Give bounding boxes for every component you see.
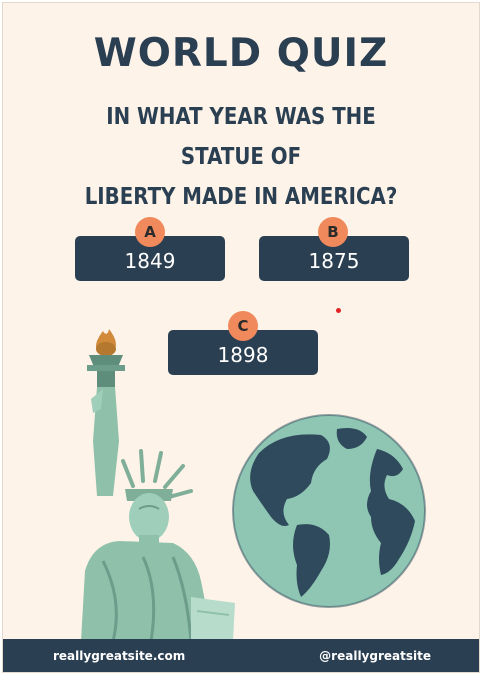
question-line-2: LIBERTY MADE IN AMERICA?: [84, 184, 398, 210]
answer-b-value: 1875: [308, 248, 360, 273]
answer-c-value: 1898: [217, 342, 269, 367]
statue-of-liberty-image: [81, 329, 235, 641]
footer-website-link[interactable]: reallygreatsite.com: [53, 649, 186, 663]
answer-c-badge: C: [228, 311, 258, 341]
question-text: IN WHAT YEAR WAS THE STATUE OF LIBERTY M…: [71, 97, 412, 217]
question-line-1: IN WHAT YEAR WAS THE STATUE OF: [106, 104, 376, 170]
footer-bar: reallygreatsite.com @reallygreatsite: [3, 639, 479, 672]
footer-social-handle[interactable]: @reallygreatsite: [319, 649, 431, 663]
globe-image: [232, 414, 426, 608]
red-dot: [336, 308, 341, 313]
answer-a-value: 1849: [124, 248, 176, 273]
answer-b-badge: B: [318, 217, 348, 247]
answer-a-badge: A: [135, 217, 165, 247]
page-title: WORLD QUIZ: [93, 31, 389, 76]
answer-b-button[interactable]: 1875: [259, 236, 409, 281]
